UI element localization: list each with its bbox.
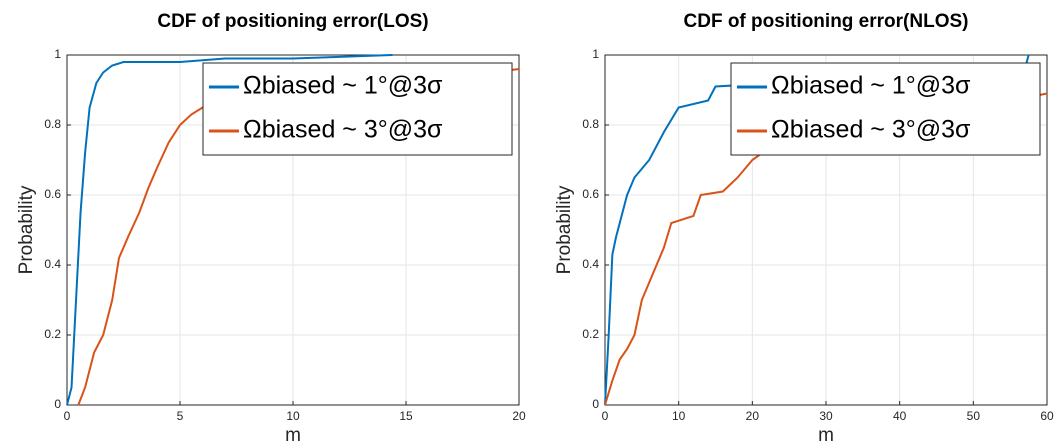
x-tick-label: 0 [64,409,71,423]
y-tick-label: 0.2 [582,327,599,341]
x-tick-label: 10 [286,409,300,423]
cdf-line [77,68,520,406]
y-tick-label: 0.2 [44,327,61,341]
chart-title: CDF of positioning error(LOS) [157,11,428,32]
x-axis-label: m [285,425,301,446]
legend-label: Ωbiased ~ 3°@3σ [243,116,443,144]
plot-frame [66,54,520,406]
x-tick-label: 50 [967,409,981,423]
legend-box [730,62,1041,156]
cdf-line [604,92,1048,406]
plot-frame [604,54,1048,406]
y-tick-label: 0 [592,397,599,411]
x-tick-label: 5 [177,409,184,423]
y-tick-label: 0.4 [582,257,599,271]
cdf-line [604,54,1030,406]
y-axis-label: Probability [16,185,37,274]
x-tick-label: 40 [893,409,907,423]
y-tick-label: 1 [592,47,599,61]
x-tick-label: 15 [399,409,413,423]
x-tick-label: 0 [602,409,609,423]
legend-label: Ωbiased ~ 1°@3σ [243,72,443,100]
legend-label: Ωbiased ~ 3°@3σ [771,116,971,144]
x-tick-label: 60 [1040,409,1054,423]
legend-box [202,62,513,156]
x-tick-label: 20 [746,409,760,423]
y-tick-label: 0.4 [44,257,61,271]
x-tick-label: 10 [672,409,686,423]
x-axis-label: m [818,425,834,446]
y-tick-label: 0.6 [582,187,599,201]
y-tick-label: 0.6 [44,187,61,201]
y-tick-label: 0 [54,397,61,411]
cdf-line [66,54,393,406]
y-tick-label: 1 [54,47,61,61]
y-tick-label: 0.8 [44,117,61,131]
y-tick-label: 0.8 [582,117,599,131]
legend-label: Ωbiased ~ 1°@3σ [771,72,971,100]
chart-title: CDF of positioning error(NLOS) [684,11,969,32]
y-axis-label: Probability [554,185,575,274]
x-tick-label: 20 [512,409,526,423]
x-tick-label: 30 [819,409,833,423]
